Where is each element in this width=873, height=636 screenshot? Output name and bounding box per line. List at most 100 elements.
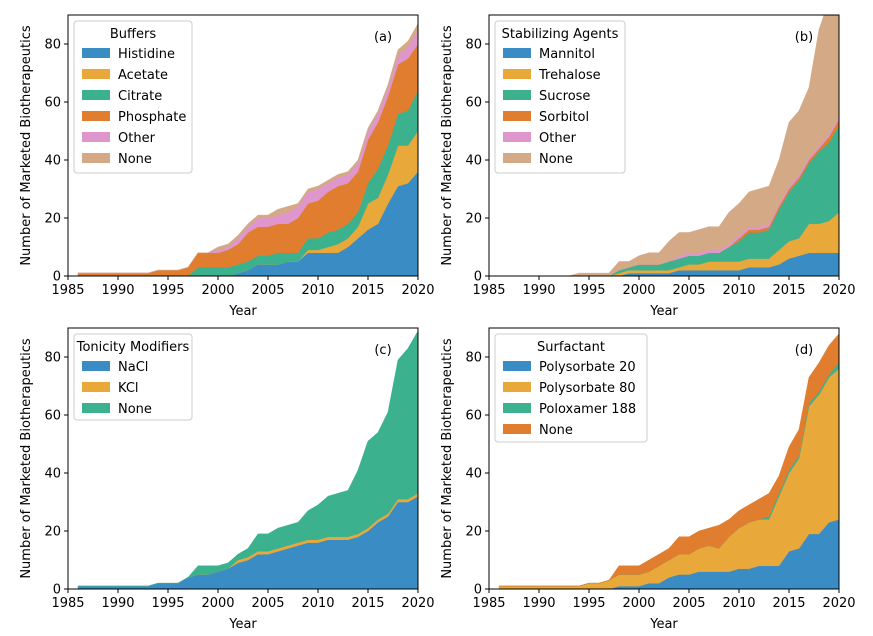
legend-swatch bbox=[82, 132, 110, 142]
axes-frame bbox=[67, 14, 419, 277]
legend: Tonicity Modifiers NaCl KCl None bbox=[73, 333, 193, 421]
legend-title: Surfactant bbox=[537, 340, 605, 355]
y-axis-label: Number of Marketed Biotherapeutics bbox=[19, 338, 34, 579]
legend-swatch bbox=[82, 111, 110, 121]
x-tick-label: 1995 bbox=[572, 283, 605, 298]
x-tick-label: 2005 bbox=[251, 596, 284, 611]
x-tick-label: 1985 bbox=[472, 283, 505, 298]
x-tick-label: 2000 bbox=[622, 596, 655, 611]
y-tick-label: 0 bbox=[53, 270, 61, 285]
x-tick-label: 1985 bbox=[51, 283, 84, 298]
x-tick-label: 2015 bbox=[772, 596, 805, 611]
panel-label: (a) bbox=[374, 30, 392, 45]
y-tick-label: 80 bbox=[44, 38, 61, 53]
legend-swatch bbox=[82, 403, 110, 413]
legend-entry: Other bbox=[539, 131, 577, 146]
x-tick-label: 2005 bbox=[672, 596, 705, 611]
legend-entry: Acetate bbox=[118, 68, 168, 83]
x-axis-label: Year bbox=[649, 617, 678, 632]
panel-label: (b) bbox=[795, 30, 813, 45]
legend-swatch bbox=[82, 382, 110, 392]
legend-entry: Polysorbate 20 bbox=[539, 360, 636, 375]
legend-swatch bbox=[82, 69, 110, 79]
area-series-none bbox=[499, 333, 839, 587]
panel-label: (d) bbox=[795, 343, 813, 358]
legend-entry: Citrate bbox=[118, 89, 162, 104]
x-tick-label: 2020 bbox=[401, 596, 434, 611]
x-tick-label: 1985 bbox=[51, 596, 84, 611]
area-series-none bbox=[78, 330, 418, 587]
area-layers bbox=[498, 333, 839, 589]
legend-swatch bbox=[82, 361, 110, 371]
legend-swatch bbox=[82, 90, 110, 100]
x-tick-label: 2020 bbox=[822, 596, 855, 611]
legend-swatch bbox=[503, 90, 531, 100]
x-tick-label: 1990 bbox=[522, 596, 555, 611]
legend-swatch bbox=[503, 153, 531, 163]
x-tick-label: 2020 bbox=[822, 283, 855, 298]
chart-panel-2: 1985 1990 1995 2000 2005 2010 2015 2020 0 20 40 60 8… bbox=[440, 14, 856, 319]
legend-swatch bbox=[503, 69, 531, 79]
legend-entry: NaCl bbox=[118, 360, 148, 375]
legend-title: Tonicity Modifiers bbox=[76, 340, 190, 355]
axes-frame bbox=[488, 14, 840, 277]
legend-entry: Polysorbate 80 bbox=[539, 381, 636, 396]
legend-swatch bbox=[503, 111, 531, 121]
y-tick-label: 60 bbox=[44, 409, 61, 424]
legend-entry: None bbox=[539, 152, 573, 167]
legend-swatch bbox=[503, 132, 531, 142]
x-tick-label: 2000 bbox=[201, 596, 234, 611]
legend-swatch bbox=[503, 382, 531, 392]
x-axis-label: Year bbox=[649, 304, 678, 319]
legend-entry: Sorbitol bbox=[539, 110, 589, 125]
legend-entry: Mannitol bbox=[539, 47, 595, 62]
y-tick-label: 40 bbox=[44, 467, 61, 482]
legend-box bbox=[494, 333, 648, 443]
x-tick-label: 2000 bbox=[201, 283, 234, 298]
x-tick-label: 2005 bbox=[672, 283, 705, 298]
legend-entry: Other bbox=[118, 131, 156, 146]
x-tick-label: 2005 bbox=[251, 283, 284, 298]
x-tick-label: 2015 bbox=[351, 283, 384, 298]
y-tick-label: 40 bbox=[465, 467, 482, 482]
y-tick-label: 40 bbox=[44, 154, 61, 169]
x-tick-label: 1985 bbox=[472, 596, 505, 611]
legend-entry: KCl bbox=[118, 381, 139, 396]
legend-swatch bbox=[82, 48, 110, 58]
legend: Surfactant Polysorbate 20 Polysorbate 80 Po… bbox=[494, 333, 648, 443]
x-tick-label: 2015 bbox=[772, 283, 805, 298]
x-tick-label: 1990 bbox=[101, 596, 134, 611]
legend-entry: None bbox=[539, 423, 573, 438]
legend-swatch bbox=[82, 153, 110, 163]
legend-entry: Sucrose bbox=[539, 89, 590, 104]
axes-frame bbox=[488, 327, 840, 590]
y-tick-label: 0 bbox=[53, 583, 61, 598]
x-tick-label: 2010 bbox=[301, 283, 334, 298]
legend-swatch bbox=[503, 403, 531, 413]
legend-entry: None bbox=[118, 402, 152, 417]
x-tick-label: 2015 bbox=[351, 596, 384, 611]
panel-label: (c) bbox=[374, 343, 391, 358]
legend-swatch bbox=[503, 361, 531, 371]
y-tick-label: 20 bbox=[465, 212, 482, 227]
legend-swatch bbox=[503, 424, 531, 434]
area-layers bbox=[499, 15, 839, 276]
y-tick-label: 80 bbox=[44, 351, 61, 366]
x-tick-label: 2010 bbox=[722, 596, 755, 611]
legend-swatch bbox=[503, 48, 531, 58]
legend-entry: Poloxamer 188 bbox=[539, 402, 636, 417]
area-series-histidine bbox=[78, 171, 418, 276]
x-tick-label: 2010 bbox=[301, 596, 334, 611]
area-layers bbox=[77, 330, 418, 589]
legend: Stabilizing Agents Mannitol Trehalose Sucro… bbox=[494, 20, 626, 174]
x-tick-label: 1995 bbox=[572, 596, 605, 611]
y-tick-label: 20 bbox=[465, 525, 482, 540]
area-series-none bbox=[78, 23, 418, 274]
y-tick-label: 20 bbox=[44, 525, 61, 540]
area-layers bbox=[77, 23, 418, 276]
x-tick-label: 2010 bbox=[722, 283, 755, 298]
legend-title: Stabilizing Agents bbox=[502, 27, 619, 42]
x-axis-label: Year bbox=[228, 304, 257, 319]
x-tick-label: 1995 bbox=[151, 283, 184, 298]
